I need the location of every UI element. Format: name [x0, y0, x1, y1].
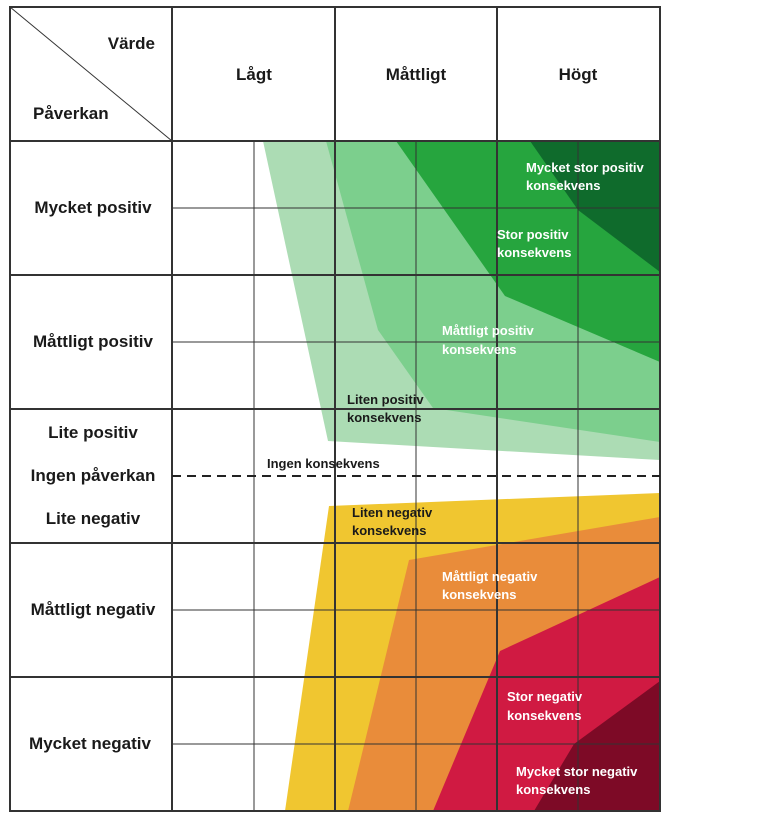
label-large-positive: Stor positiv konsekvens	[497, 227, 571, 260]
zone-very-large-negative	[534, 681, 660, 811]
label-moderate-positive-line2: konsekvens	[442, 342, 516, 357]
label-small-negative-line2: konsekvens	[352, 523, 426, 538]
label-moderate-negative-line1: Måttligt negativ	[442, 569, 538, 584]
row-header-slightly-negative: Lite negativ	[46, 509, 141, 528]
row-header-no-impact: Ingen påverkan	[31, 466, 156, 485]
corner-impact-label: Påverkan	[33, 104, 109, 123]
column-header-high: Högt	[559, 65, 598, 84]
column-header-low: Lågt	[236, 65, 272, 84]
row-header-slightly-positive: Lite positiv	[48, 423, 138, 442]
row-header-very-positive: Mycket positiv	[34, 198, 152, 217]
label-small-positive-line2: konsekvens	[347, 410, 421, 425]
label-very-large-positive-line1: Mycket stor positiv	[526, 160, 645, 175]
label-moderate-positive: Måttligt positiv konsekvens	[442, 323, 534, 357]
row-header-moderately-negative: Måttligt negativ	[31, 600, 156, 619]
row-header-moderately-positive: Måttligt positiv	[33, 332, 153, 351]
label-moderate-positive-line1: Måttligt positiv	[442, 323, 534, 338]
label-large-negative-line1: Stor negativ	[507, 689, 583, 704]
label-small-positive: Liten positiv konsekvens	[347, 392, 424, 425]
label-large-negative: Stor negativ konsekvens	[507, 689, 583, 723]
label-small-negative-line1: Liten negativ	[352, 505, 433, 520]
label-very-large-positive: Mycket stor positiv konsekvens	[526, 160, 645, 193]
label-no-consequence: Ingen konsekvens	[267, 456, 380, 471]
label-moderate-negative: Måttligt negativ konsekvens	[442, 569, 538, 602]
label-very-large-negative-line2: konsekvens	[516, 782, 590, 797]
label-small-negative: Liten negativ konsekvens	[352, 505, 433, 538]
label-very-large-positive-line2: konsekvens	[526, 178, 600, 193]
row-header-very-negative: Mycket negativ	[29, 734, 151, 753]
zone-very-large-positive	[530, 141, 660, 272]
label-small-positive-line1: Liten positiv	[347, 392, 424, 407]
label-large-positive-line1: Stor positiv	[497, 227, 569, 242]
label-very-large-negative-line1: Mycket stor negativ	[516, 764, 638, 779]
label-moderate-negative-line2: konsekvens	[442, 587, 516, 602]
table-frame	[9, 6, 661, 812]
label-large-positive-line2: konsekvens	[497, 245, 571, 260]
label-large-negative-line2: konsekvens	[507, 708, 581, 723]
column-header-moderate: Måttligt	[386, 65, 447, 84]
label-very-large-negative: Mycket stor negativ konsekvens	[516, 764, 638, 797]
corner-value-label: Värde	[108, 34, 155, 53]
